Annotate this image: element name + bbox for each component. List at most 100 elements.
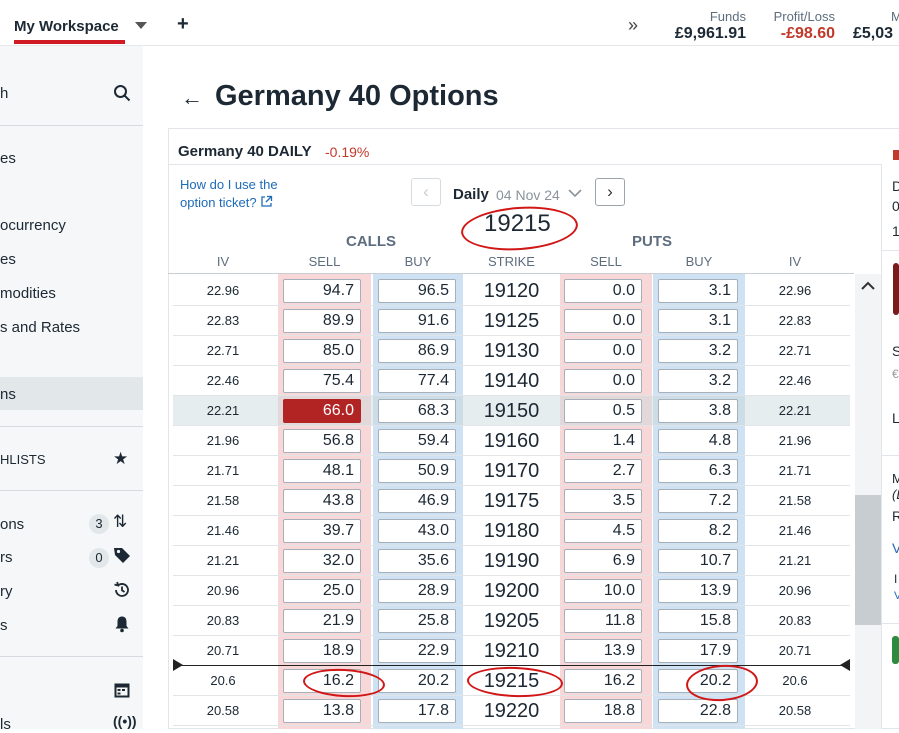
add-workspace-button[interactable]: +: [177, 13, 189, 35]
call-buy-button[interactable]: 35.6: [378, 549, 456, 573]
put-sell-button[interactable]: 11.8: [564, 609, 642, 633]
put-sell-button[interactable]: 0.0: [564, 309, 642, 333]
put-buy-button[interactable]: 15.8: [658, 609, 738, 633]
put-buy-button[interactable]: 7.2: [658, 489, 738, 513]
put-buy-button[interactable]: 4.8: [658, 429, 738, 453]
call-buy-button[interactable]: 77.4: [378, 369, 456, 393]
call-buy-button[interactable]: 91.6: [378, 309, 456, 333]
put-sell-button[interactable]: 4.5: [564, 519, 642, 543]
call-sell-button[interactable]: 39.7: [283, 519, 361, 543]
expiry-label[interactable]: Daily: [453, 186, 489, 203]
call-sell-button[interactable]: 32.0: [283, 549, 361, 573]
sidebar-item-signals[interactable]: ls: [0, 716, 11, 733]
put-buy-button[interactable]: 10.7: [658, 549, 738, 573]
sidebar-search-label[interactable]: h: [0, 85, 9, 102]
put-buy-button[interactable]: 3.1: [658, 309, 738, 333]
put-sell-button[interactable]: 1.4: [564, 429, 642, 453]
sidebar-item[interactable]: s and Rates: [0, 319, 81, 336]
put-sell-button[interactable]: 0.0: [564, 279, 642, 303]
chevron-down-icon[interactable]: [135, 22, 147, 29]
history-icon[interactable]: [113, 581, 131, 604]
call-buy-button[interactable]: 50.9: [378, 459, 456, 483]
expand-icon[interactable]: »: [628, 15, 639, 35]
transfer-arrows-icon[interactable]: ⇅: [113, 512, 128, 531]
sidebar-item-watchlists[interactable]: HLISTS: [0, 452, 46, 467]
right-panel-green-button[interactable]: [892, 636, 899, 664]
back-arrow-icon[interactable]: ←: [181, 85, 203, 110]
prev-expiry-button[interactable]: ‹: [411, 178, 441, 206]
scrollbar-thumb[interactable]: [855, 495, 881, 625]
sidebar-item-alerts[interactable]: s: [0, 617, 8, 634]
next-expiry-button[interactable]: ›: [595, 178, 625, 206]
call-sell-button[interactable]: 85.0: [283, 339, 361, 363]
call-buy-button[interactable]: 28.9: [378, 579, 456, 603]
external-link-icon[interactable]: [260, 195, 273, 210]
call-sell-button[interactable]: 18.9: [283, 639, 361, 663]
call-buy-button[interactable]: 59.4: [378, 429, 456, 453]
sidebar-item[interactable]: es: [0, 150, 16, 167]
call-sell-button[interactable]: 16.2: [283, 669, 361, 693]
put-sell-button[interactable]: 2.7: [564, 459, 642, 483]
sidebar-item-options-active[interactable]: [0, 377, 143, 410]
broadcast-icon[interactable]: ((•)): [113, 713, 137, 729]
put-sell-button[interactable]: 10.0: [564, 579, 642, 603]
call-buy-button[interactable]: 20.2: [378, 669, 456, 693]
call-buy-button[interactable]: 68.3: [378, 399, 456, 423]
put-buy-button[interactable]: 3.8: [658, 399, 738, 423]
tag-icon[interactable]: [113, 546, 131, 569]
call-sell-button[interactable]: 89.9: [283, 309, 361, 333]
put-sell-button[interactable]: 16.2: [564, 669, 642, 693]
sidebar-item[interactable]: modities: [0, 285, 56, 302]
sidebar-item-orders[interactable]: rs: [0, 549, 13, 566]
sidebar-item-options[interactable]: ns: [0, 386, 16, 403]
call-sell-button[interactable]: 56.8: [283, 429, 361, 453]
call-sell-button[interactable]: 48.1: [283, 459, 361, 483]
chevron-down-icon[interactable]: [568, 185, 582, 201]
call-buy-button[interactable]: 86.9: [378, 339, 456, 363]
call-sell-button[interactable]: 43.8: [283, 489, 361, 513]
call-sell-button[interactable]: 13.8: [283, 699, 361, 723]
put-buy-button[interactable]: 20.2: [658, 669, 738, 693]
right-panel-link[interactable]: V: [892, 540, 899, 556]
put-sell-button[interactable]: 0.5: [564, 399, 642, 423]
sidebar-item-history[interactable]: ry: [0, 583, 13, 600]
call-buy-button[interactable]: 25.8: [378, 609, 456, 633]
put-buy-button[interactable]: 3.2: [658, 369, 738, 393]
expiry-date[interactable]: 04 Nov 24: [496, 187, 560, 203]
call-sell-button[interactable]: 21.9: [283, 609, 361, 633]
put-sell-button[interactable]: 0.0: [564, 369, 642, 393]
put-buy-button[interactable]: 3.1: [658, 279, 738, 303]
right-panel-button[interactable]: [893, 263, 899, 315]
put-sell-button[interactable]: 3.5: [564, 489, 642, 513]
sidebar-item-positions[interactable]: ons: [0, 516, 25, 533]
call-buy-button[interactable]: 22.9: [378, 639, 456, 663]
put-buy-button[interactable]: 6.3: [658, 459, 738, 483]
call-sell-button[interactable]: 25.0: [283, 579, 361, 603]
call-buy-button[interactable]: 46.9: [378, 489, 456, 513]
call-sell-button[interactable]: 75.4: [283, 369, 361, 393]
call-buy-button[interactable]: 96.5: [378, 279, 456, 303]
call-buy-button[interactable]: 43.0: [378, 519, 456, 543]
call-buy-button[interactable]: 17.8: [378, 699, 456, 723]
put-sell-button[interactable]: 0.0: [564, 339, 642, 363]
put-sell-button[interactable]: 6.9: [564, 549, 642, 573]
call-sell-button[interactable]: 66.0: [283, 399, 361, 423]
sidebar-item[interactable]: ocurrency: [0, 217, 66, 234]
sidebar-item[interactable]: es: [0, 251, 16, 268]
put-buy-button[interactable]: 13.9: [658, 579, 738, 603]
call-sell-button[interactable]: 94.7: [283, 279, 361, 303]
search-icon[interactable]: [113, 84, 131, 107]
put-sell-button[interactable]: 13.9: [564, 639, 642, 663]
workspace-tab[interactable]: My Workspace: [14, 18, 119, 35]
help-link-text[interactable]: How do I use the option ticket?: [180, 177, 278, 210]
scroll-up-icon[interactable]: [861, 278, 875, 294]
put-buy-button[interactable]: 3.2: [658, 339, 738, 363]
put-buy-button[interactable]: 8.2: [658, 519, 738, 543]
calendar-icon[interactable]: [113, 681, 131, 704]
put-buy-button[interactable]: 22.8: [658, 699, 738, 723]
star-icon[interactable]: ★: [113, 449, 129, 468]
help-link[interactable]: How do I use the option ticket?: [180, 176, 310, 212]
put-sell-button[interactable]: 18.8: [564, 699, 642, 723]
put-buy-button[interactable]: 17.9: [658, 639, 738, 663]
bell-icon[interactable]: [113, 615, 131, 638]
